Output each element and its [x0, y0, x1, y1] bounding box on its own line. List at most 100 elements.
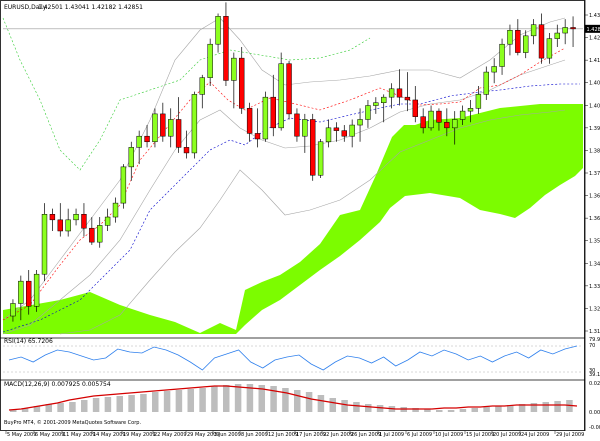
macd-histogram-bar — [495, 406, 502, 412]
bull-candle-body — [200, 78, 205, 95]
macd-histogram-bar — [460, 409, 467, 412]
macd-histogram-bar — [365, 404, 372, 412]
bull-candle-body — [97, 225, 102, 242]
date-tick-label: 12 Jun 2009 — [268, 432, 298, 437]
macd-histogram-bar — [223, 385, 230, 412]
macd-histogram-bar — [81, 400, 88, 412]
bear-candle-body — [334, 128, 339, 131]
bear-candle-body — [436, 111, 441, 122]
date-tick-label: 22 Jun 2009 — [323, 432, 353, 437]
price-tick-label: 1.35185 — [589, 239, 600, 245]
chart-ohlc-label: 1.42501 1.43041 1.42182 1.42851 — [38, 4, 143, 11]
bull-candle-body — [484, 72, 489, 94]
bear-candle-body — [176, 119, 181, 147]
bull-candle-body — [326, 128, 331, 142]
macd-axis-label: 0.0220 — [589, 381, 600, 387]
bull-candle-body — [137, 136, 142, 147]
date-tick-label: 22 May 2009 — [154, 432, 187, 437]
price-tick-label: 1.32725 — [589, 306, 600, 312]
price-tick-label: 1.42851 — [589, 36, 600, 42]
bear-candle-body — [539, 25, 544, 58]
bull-candle-body — [547, 39, 552, 59]
macd-histogram-bar — [448, 410, 455, 412]
bull-candle-body — [152, 114, 157, 142]
bear-candle-body — [444, 122, 449, 128]
macd-histogram-bar — [152, 392, 159, 412]
bull-candle-body — [452, 119, 457, 127]
bull-candle-body — [468, 108, 473, 111]
macd-histogram-bar — [306, 392, 313, 412]
date-tick-label: 1 Jul 2009 — [379, 432, 404, 437]
bull-candle-body — [302, 119, 307, 136]
macd-histogram-bar — [140, 394, 147, 412]
bear-candle-body — [160, 114, 165, 136]
price-tick-label: 1.38465 — [589, 148, 600, 154]
bull-candle-body — [350, 125, 355, 136]
date-tick-label: 3 Jun 2009 — [214, 432, 241, 437]
bear-candle-body — [287, 64, 292, 114]
bear-candle-body — [413, 100, 418, 117]
bull-candle-body — [429, 111, 434, 128]
macd-histogram-bar — [282, 388, 289, 412]
current-price-tag-label: 1.42851 — [587, 27, 600, 33]
bull-candle-body — [279, 64, 284, 128]
price-tick-label: 1.39285 — [589, 126, 600, 132]
bull-candle-body — [358, 119, 363, 125]
candle — [34, 270, 39, 312]
bull-candle-body — [460, 111, 465, 119]
candle — [318, 139, 323, 178]
macd-histogram-bar — [436, 410, 443, 412]
bear-candle-body — [294, 114, 299, 136]
macd-histogram-bar — [531, 403, 538, 412]
macd-histogram-bar — [57, 403, 64, 412]
bull-candle-body — [523, 36, 528, 53]
bull-candle-body — [34, 274, 39, 306]
date-tick-label: 6 May 2009 — [35, 432, 64, 437]
date-tick-label: 10 Jul 2009 — [435, 432, 463, 437]
macd-histogram-bar — [472, 408, 479, 412]
date-tick-label: 6 Jul 2009 — [407, 432, 432, 437]
price-tick-label: 1.36825 — [589, 194, 600, 200]
bull-candle-body — [507, 30, 512, 44]
date-tick-label: 19 May 2009 — [123, 432, 156, 437]
macd-histogram-bar — [188, 389, 195, 412]
bear-candle-body — [26, 281, 31, 306]
bull-candle-body — [563, 27, 568, 33]
bull-candle-body — [129, 147, 134, 167]
date-tick-label: 14 May 2009 — [93, 432, 126, 437]
macd-histogram-bar — [176, 390, 183, 412]
bull-candle-body — [318, 142, 323, 175]
bear-candle-body — [515, 30, 520, 52]
date-tick-label: 26 Jun 2009 — [351, 432, 381, 437]
rsi-label: RSI(14) 65.7206 — [4, 338, 53, 345]
copyright-watermark: BuyPro MT4, © 2001-2009 MetaQuotes Softw… — [4, 419, 141, 426]
macd-histogram-bar — [105, 397, 112, 412]
macd-histogram-bar — [353, 402, 360, 412]
bull-candle-body — [168, 119, 173, 136]
date-tick-label: 20 Jul 2009 — [493, 432, 521, 437]
date-tick-label: 15 Jul 2009 — [466, 432, 494, 437]
price-tick-label: 1.43455 — [589, 13, 600, 19]
bull-candle-body — [192, 94, 197, 153]
bear-candle-body — [50, 214, 55, 220]
bear-candle-body — [184, 147, 189, 153]
candle — [42, 203, 47, 281]
macd-histogram-bar — [554, 401, 561, 412]
date-tick-label: 8 Jun 2009 — [241, 432, 268, 437]
bull-candle-body — [476, 94, 481, 108]
bull-candle-body — [365, 106, 370, 120]
candle — [287, 61, 292, 120]
price-tick-label: 1.31905 — [589, 329, 600, 335]
date-tick-label: 29 Jul 2009 — [556, 432, 584, 437]
price-tick-label: 1.36005 — [589, 216, 600, 222]
bear-candle-body — [89, 228, 94, 242]
macd-histogram-bar — [377, 405, 384, 412]
rsi-axis-label: 39.1335 — [589, 372, 600, 378]
macd-histogram-bar — [341, 400, 348, 412]
macd-histogram-bar — [164, 391, 171, 412]
price-tick-label: 1.33545 — [589, 284, 600, 290]
rsi-axis-label: 70 — [589, 343, 595, 349]
price-tick-label: 1.40105 — [589, 103, 600, 109]
bear-candle-body — [223, 16, 228, 80]
